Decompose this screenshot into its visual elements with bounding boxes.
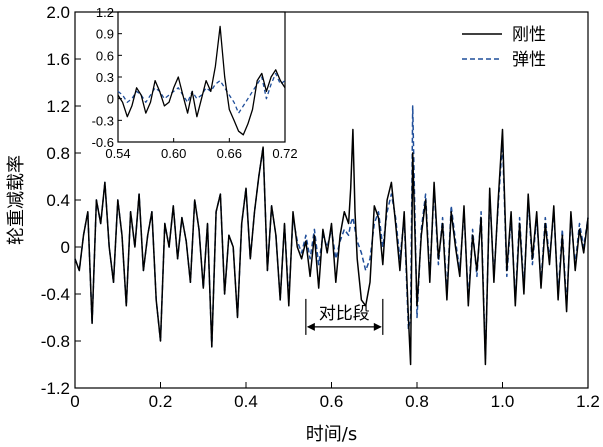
- inset-x-tick-label: 0.66: [217, 146, 242, 161]
- y-tick-label: 0: [61, 238, 70, 257]
- x-tick-label: 0.2: [149, 392, 173, 411]
- legend-label: 刚性: [512, 25, 546, 45]
- inset-chart: 0.54 0.60 0.66 0.72 1.2 0.9 0.6 0.3 0 -0.3 -0.6: [92, 5, 298, 161]
- main-series: [74, 105, 589, 366]
- inset-y-tick-label: -0.3: [92, 113, 114, 128]
- y-tick-label: 1.6: [46, 50, 70, 69]
- inset-series-line-elastic: [117, 72, 286, 114]
- inset-x-tick-label: 0.72: [272, 146, 297, 161]
- y-tick-label: -0.4: [41, 285, 70, 304]
- x-tick-label: 1.2: [576, 392, 600, 411]
- y-tick-label: 0.8: [46, 144, 70, 163]
- main-axes: 0 0.2 0.4 0.6 0.8 1.0 1.2 2.0 1.6 1.2 0.8 0.4 0 -0.4 -…: [41, 3, 600, 411]
- x-axis-title: 时间/s: [306, 424, 357, 445]
- x-tick-label: 0: [70, 392, 79, 411]
- x-tick-label: 0.4: [234, 392, 258, 411]
- inset-frame: [117, 11, 286, 143]
- legend-label: 弹性: [512, 50, 546, 70]
- inset-y-tick-label: 0: [107, 92, 114, 107]
- series-line-rigid: [74, 128, 589, 366]
- inset-x-tick-label: 0.54: [105, 146, 130, 161]
- y-tick-label: 2.0: [46, 3, 70, 22]
- inset-y-tick-label: -0.6: [92, 135, 114, 150]
- x-tick-label: 0.8: [405, 392, 429, 411]
- comparison-annotation: 对比段: [305, 298, 384, 335]
- inset-y-tick-label: 1.2: [96, 5, 114, 20]
- arrow-left: [306, 322, 315, 331]
- y-axis-title: 轮重减载率: [6, 155, 27, 245]
- y-tick-label: 1.2: [46, 97, 70, 116]
- y-tick-label: -1.2: [41, 379, 70, 398]
- annotation-label: 对比段: [319, 304, 370, 324]
- inset-y-tick-label: 0.9: [96, 27, 114, 42]
- arrow-right: [373, 322, 382, 331]
- x-tick-label: 0.6: [320, 392, 344, 411]
- x-tick-label: 1.0: [491, 392, 515, 411]
- inset-y-tick-label: 0.6: [96, 48, 114, 63]
- y-tick-label: -0.8: [41, 332, 70, 351]
- inset-x-tick-label: 0.60: [161, 146, 186, 161]
- inset-series-line-rigid: [117, 25, 286, 136]
- y-tick-label: 0.4: [46, 191, 70, 210]
- inset-y-tick-label: 0.3: [96, 70, 114, 85]
